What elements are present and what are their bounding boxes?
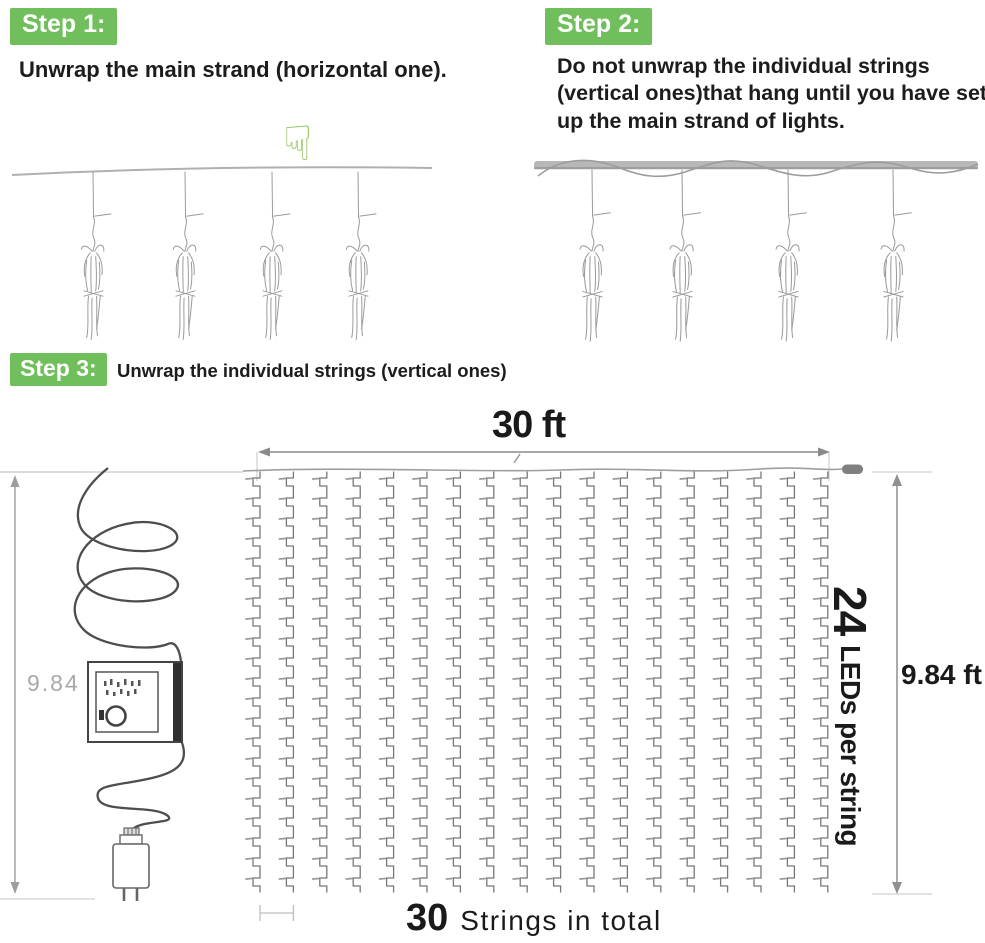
width-dimension-arrow <box>257 448 830 482</box>
step1-badge: Step 1: <box>10 8 117 45</box>
strings-total-label: 30 Strings in total <box>406 897 662 940</box>
step1-illustration <box>0 130 470 345</box>
power-plug <box>113 828 149 901</box>
plug-connector-end <box>842 465 863 475</box>
bundled-string <box>580 170 610 341</box>
step2-text: Do not unwrap the individual strings (ve… <box>557 53 985 135</box>
instruction-sheet: Step 1: Unwrap the main strand (horizont… <box>0 0 985 943</box>
step3-text: Unwrap the individual strings (vertical … <box>117 360 507 382</box>
step2-illustration <box>530 130 985 350</box>
leds-per-string-label: 24 LEDs per string <box>823 586 877 846</box>
bundled-string <box>670 170 700 341</box>
height-dimension-arrow-left <box>11 475 20 894</box>
step1-text: Unwrap the main strand (horizontal one). <box>19 57 447 83</box>
height-dimension-label-right: 9.84 ft <box>901 659 982 691</box>
bundled-strings-group <box>580 170 911 341</box>
bundled-string <box>260 172 290 339</box>
power-cord-coil <box>75 468 184 829</box>
wire-break-mark <box>514 454 520 463</box>
step2-badge: Step 2: <box>545 8 652 45</box>
bundled-strings-group <box>81 172 376 339</box>
height-dimension-label-left: 9.84 <box>27 670 80 697</box>
step3-badge: Step 3: <box>10 353 107 386</box>
bundled-string <box>81 172 111 339</box>
string-spacing-bracket <box>260 905 293 921</box>
main-strand-line <box>12 167 432 175</box>
bundled-string <box>346 172 376 339</box>
controller-switch <box>99 710 104 720</box>
bundled-string <box>881 170 911 341</box>
bundled-string <box>776 170 806 341</box>
plug-body <box>113 844 149 888</box>
leds-count: 24 <box>823 586 877 635</box>
bundled-string <box>173 172 203 339</box>
strings-count: 30 <box>406 897 448 940</box>
curtain-top-rail <box>243 468 842 471</box>
curtain-strings <box>246 472 828 892</box>
light-controller-box <box>88 662 182 742</box>
strings-unit: Strings in total <box>460 905 661 937</box>
controller-side-band <box>173 663 181 741</box>
leds-unit: LEDs per string <box>834 645 866 846</box>
plug-collar <box>120 835 142 844</box>
